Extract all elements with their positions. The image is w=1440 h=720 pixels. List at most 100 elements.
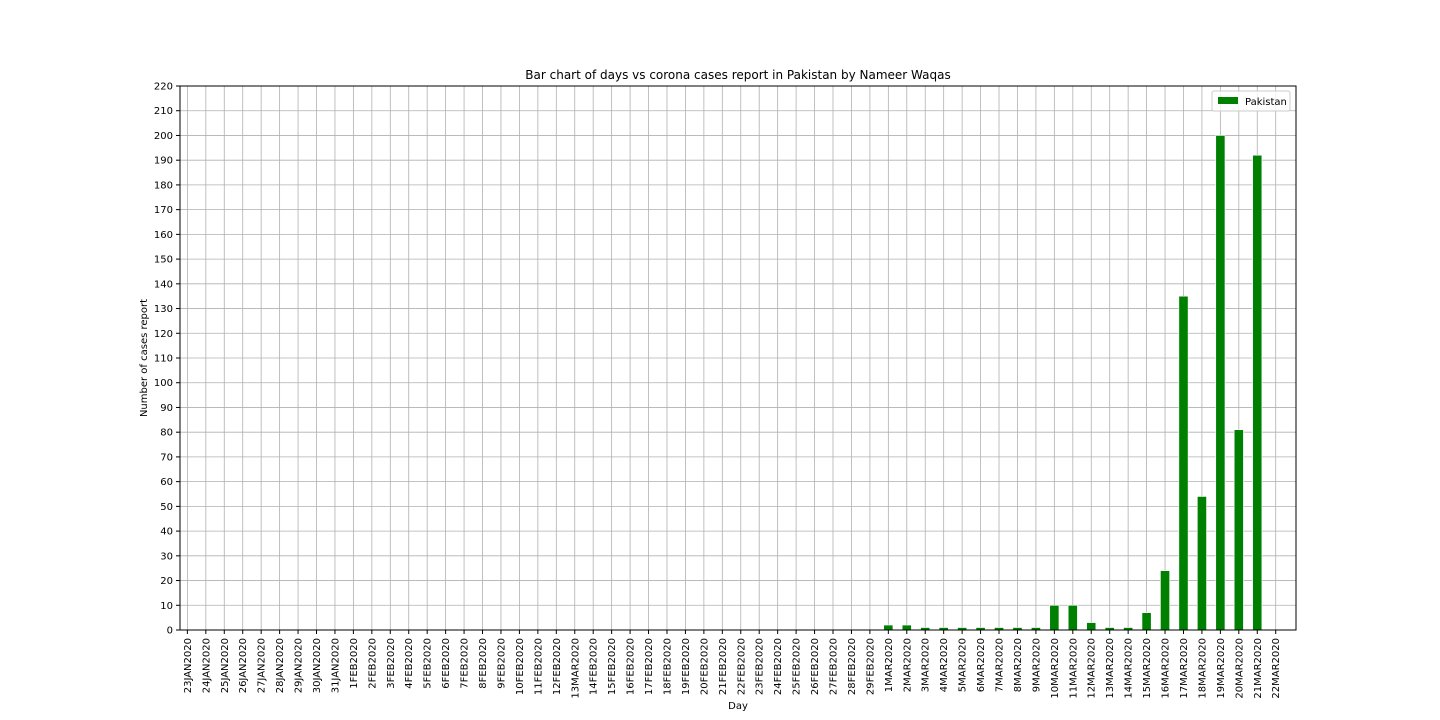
x-tick-label: 28FEB2020 — [847, 638, 858, 695]
bar-1MAR2020 — [883, 624, 894, 631]
x-tick-label: 29FEB2020 — [865, 638, 876, 695]
x-tick-label: 19MAR2020 — [1216, 638, 1227, 699]
x-tick-label: 22FEB2020 — [736, 638, 747, 695]
y-tick-label: 0 — [167, 626, 173, 637]
y-tick-label: 130 — [154, 304, 173, 315]
y-tick-label: 220 — [154, 82, 173, 93]
x-tick-label: 26JAN2020 — [238, 638, 249, 693]
x-tick-label: 20MAR2020 — [1234, 638, 1245, 699]
x-axis-ticks: 23JAN2020 24JAN2020 25JAN2020 26JAN2020 27JA… — [183, 630, 1282, 699]
x-tick-label: 12FEB2020 — [552, 638, 563, 695]
x-tick-label: 10FEB2020 — [515, 638, 526, 695]
y-tick-label: 170 — [154, 205, 173, 216]
x-tick-label: 11MAR2020 — [1068, 638, 1079, 699]
y-tick-label: 30 — [160, 551, 173, 562]
x-tick-label: 31JAN2020 — [330, 638, 341, 693]
x-tick-label: 2MAR2020 — [902, 638, 913, 692]
x-tick-label: 5FEB2020 — [423, 638, 434, 689]
x-tick-label: 17MAR2020 — [1179, 638, 1190, 699]
x-tick-label: 9FEB2020 — [496, 638, 507, 689]
bars — [883, 135, 1263, 631]
x-tick-label: 25JAN2020 — [220, 638, 231, 693]
x-axis-title: Day — [728, 701, 748, 712]
x-tick-label: 11FEB2020 — [533, 638, 544, 695]
x-tick-label: 1MAR2020 — [884, 638, 895, 692]
legend: Pakistan — [1211, 90, 1291, 112]
x-tick-label: 9MAR2020 — [1031, 638, 1042, 692]
bar-10MAR2020 — [1049, 604, 1060, 631]
x-tick-label: 26FEB2020 — [810, 638, 821, 695]
x-tick-label: 6MAR2020 — [976, 638, 987, 692]
x-tick-label: 8MAR2020 — [1013, 638, 1024, 692]
x-tick-label: 1FEB2020 — [349, 638, 360, 689]
x-tick-label: 7MAR2020 — [995, 638, 1006, 692]
y-tick-label: 100 — [154, 378, 173, 389]
x-tick-label: 14FEB2020 — [589, 638, 600, 695]
y-tick-label: 40 — [160, 527, 173, 538]
bar-2MAR2020 — [901, 624, 912, 631]
y-tick-label: 140 — [154, 279, 173, 290]
x-tick-label: 5MAR2020 — [958, 638, 969, 692]
y-tick-label: 70 — [160, 452, 173, 463]
x-tick-label: 17FEB2020 — [644, 638, 655, 695]
y-tick-label: 200 — [154, 131, 173, 142]
x-tick-label: 27JAN2020 — [257, 638, 268, 693]
x-tick-label: 2FEB2020 — [367, 638, 378, 689]
bar-18MAR2020 — [1197, 496, 1207, 631]
y-tick-label: 80 — [160, 428, 173, 439]
y-axis-title: Number of cases report — [139, 299, 150, 417]
legend-swatch — [1218, 97, 1238, 104]
x-tick-label: 16FEB2020 — [626, 638, 637, 695]
y-tick-label: 120 — [154, 329, 173, 340]
x-tick-label: 28JAN2020 — [275, 638, 286, 693]
x-tick-label: 7FEB2020 — [460, 638, 471, 689]
x-tick-label: 24JAN2020 — [201, 638, 212, 693]
x-tick-label: 4FEB2020 — [404, 638, 415, 689]
x-tick-label: 6FEB2020 — [441, 638, 452, 689]
bar-19MAR2020 — [1215, 135, 1226, 631]
x-tick-label: 24FEB2020 — [773, 638, 784, 695]
x-tick-label: 21FEB2020 — [718, 638, 729, 695]
x-tick-label: 21MAR2020 — [1253, 638, 1264, 699]
y-tick-label: 90 — [160, 403, 173, 414]
x-tick-label: 4MAR2020 — [939, 638, 950, 692]
bar-17MAR2020 — [1178, 295, 1189, 631]
x-tick-label: 10MAR2020 — [1050, 638, 1061, 699]
bar-21MAR2020 — [1252, 154, 1263, 631]
bar-11MAR2020 — [1067, 604, 1078, 631]
x-tick-label: 25FEB2020 — [792, 638, 803, 695]
y-tick-label: 50 — [160, 502, 173, 513]
y-tick-label: 190 — [154, 156, 173, 167]
x-tick-label: 19FEB2020 — [681, 638, 692, 695]
x-tick-label: 12MAR2020 — [1087, 638, 1098, 699]
y-tick-label: 10 — [160, 601, 173, 612]
x-tick-label: 14MAR2020 — [1124, 638, 1135, 699]
y-tick-label: 110 — [154, 354, 173, 365]
x-tick-label: 13MAR2020 — [1105, 638, 1116, 699]
x-tick-label: 15MAR2020 — [1142, 638, 1153, 699]
x-tick-label: 8FEB2020 — [478, 638, 489, 689]
y-tick-label: 180 — [154, 180, 173, 191]
y-tick-label: 210 — [154, 106, 173, 117]
x-tick-label: 16MAR2020 — [1161, 638, 1172, 699]
y-tick-label: 150 — [154, 255, 173, 266]
gridlines — [180, 85, 1296, 631]
x-tick-label: 18MAR2020 — [1197, 638, 1208, 699]
x-tick-label: 22MAR2020 — [1271, 638, 1282, 699]
legend-label: Pakistan — [1245, 97, 1287, 108]
legend-box — [1211, 90, 1291, 112]
y-tick-label: 20 — [160, 576, 173, 587]
x-tick-label: 15FEB2020 — [607, 638, 618, 695]
x-tick-label: 13MAR2020 — [570, 638, 581, 699]
x-tick-label: 18FEB2020 — [662, 638, 673, 695]
chart-title: Bar chart of days vs corona cases report… — [525, 68, 950, 82]
y-axis-ticks: 0 10 20 30 40 50 60 70 80 90 100 110 120 130 140 150 160… — [154, 82, 180, 637]
y-tick-label: 160 — [154, 230, 173, 241]
x-tick-label: 23JAN2020 — [183, 638, 194, 693]
bar-20MAR2020 — [1233, 429, 1244, 631]
x-tick-label: 20FEB2020 — [699, 638, 710, 695]
bar-16MAR2020 — [1160, 570, 1170, 631]
y-tick-label: 60 — [160, 477, 173, 488]
x-tick-label: 3MAR2020 — [921, 638, 932, 692]
